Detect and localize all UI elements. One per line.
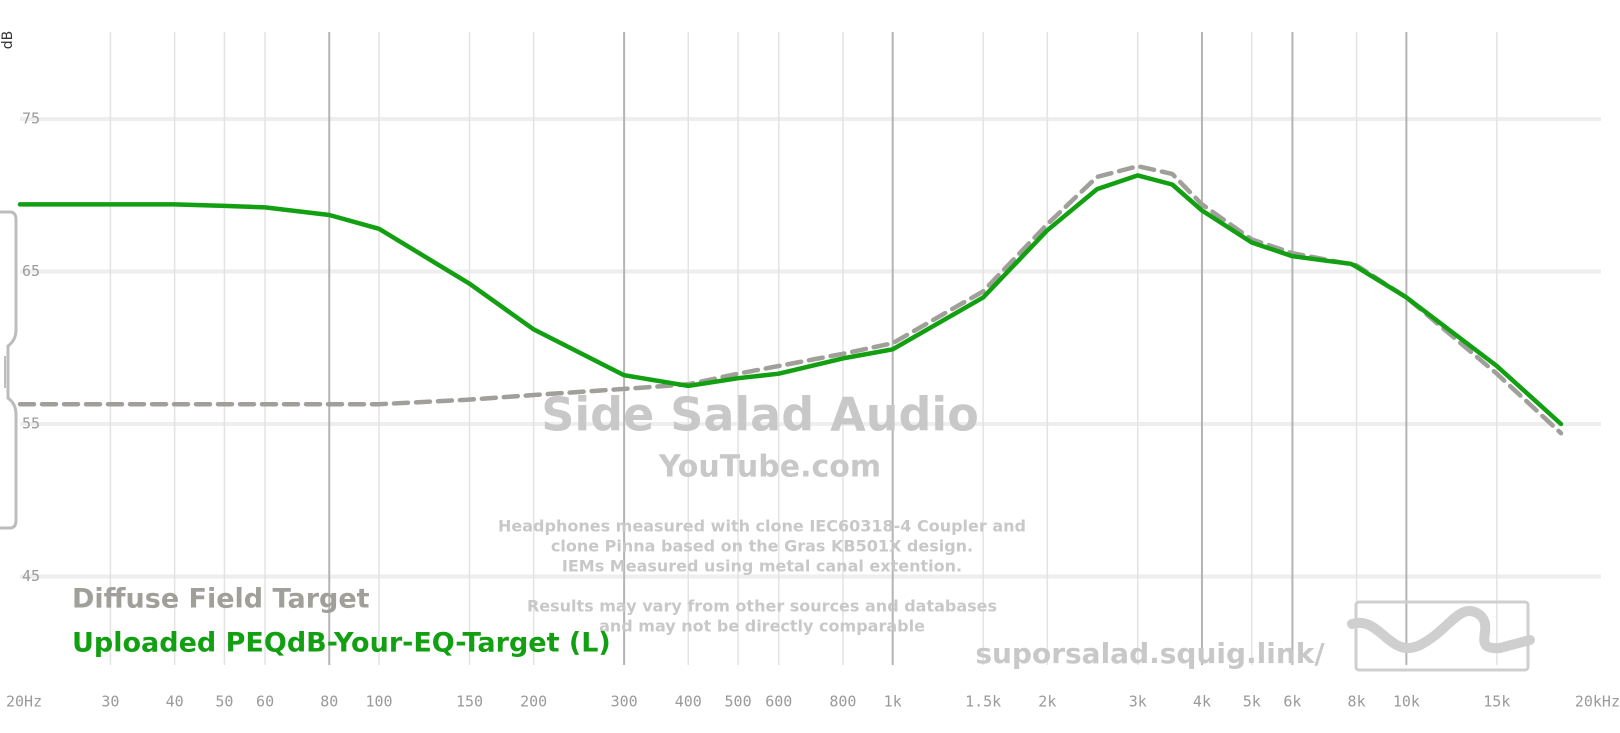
legend-entry: Uploaded PEQdB-Your-EQ-Target (L) — [72, 628, 611, 659]
x-tick-label: 200 — [520, 693, 547, 711]
x-tick-label: 8k — [1348, 693, 1366, 711]
series-line — [17, 173, 1564, 427]
x-tick-label: 3k — [1129, 693, 1147, 711]
x-tick-label: 100 — [365, 693, 392, 711]
x-tick-label: 1.5k — [965, 693, 1001, 711]
y-axis-label: dB — [0, 31, 16, 50]
x-tick-label: 40 — [166, 693, 184, 711]
y-tick-label: 65 — [22, 262, 40, 280]
x-tick-label: 300 — [611, 693, 638, 711]
logo-squiggle — [1347, 605, 1535, 654]
x-tick-label: 800 — [829, 693, 856, 711]
x-tick-label: 4k — [1193, 693, 1211, 711]
x-tick-label: 5k — [1243, 693, 1261, 711]
watermark-note: clone Pinna based on the Gras KB501X des… — [551, 537, 973, 556]
watermark-note: Headphones measured with clone IEC60318-… — [498, 517, 1026, 536]
x-tick-label: 50 — [215, 693, 233, 711]
x-tick-label: 6k — [1283, 693, 1301, 711]
x-tick-label: 150 — [456, 693, 483, 711]
watermark-note: Results may vary from other sources and … — [527, 597, 997, 616]
grid: 45 55 65 75 20Hz 30 40 50 60 80 100 150 200 300 400 500… — [6, 32, 1620, 711]
x-tick-label: 500 — [725, 693, 752, 711]
x-tick-label: 60 — [256, 693, 274, 711]
watermark-note: IEMs Measured using metal canal extentio… — [562, 557, 962, 576]
x-tick-label: 80 — [320, 693, 338, 711]
legend-entry: Diffuse Field Target — [72, 584, 370, 615]
x-tick-label: 15k — [1483, 693, 1510, 711]
y-tick-label: 75 — [22, 109, 40, 127]
x-tick-label: 2k — [1038, 693, 1056, 711]
plot: Diffuse Field Target Uploaded PEQdB-Your-… — [17, 163, 1564, 659]
watermark-title: Side Salad Audio — [541, 388, 979, 442]
watermark: Side Salad Audio YouTube.com suporsalad.… — [498, 388, 1535, 672]
y-tick-label: 55 — [22, 415, 40, 433]
watermark-subtitle: YouTube.com — [658, 450, 881, 485]
watermark-note: and may not be directly comparable — [599, 617, 925, 636]
x-tick-label: 20Hz — [6, 693, 42, 711]
resize-handle[interactable] — [0, 210, 18, 530]
watermark-url: suporsalad.squig.link/ — [975, 637, 1325, 670]
x-tick-label: 400 — [675, 693, 702, 711]
x-tick-label: 10k — [1393, 693, 1420, 711]
x-tick-label: 1k — [884, 693, 902, 711]
y-tick-label: 45 — [22, 567, 40, 585]
x-tick-label: 600 — [765, 693, 792, 711]
x-tick-label: 30 — [101, 693, 119, 711]
x-tick-label: 20kHz — [1575, 693, 1620, 711]
